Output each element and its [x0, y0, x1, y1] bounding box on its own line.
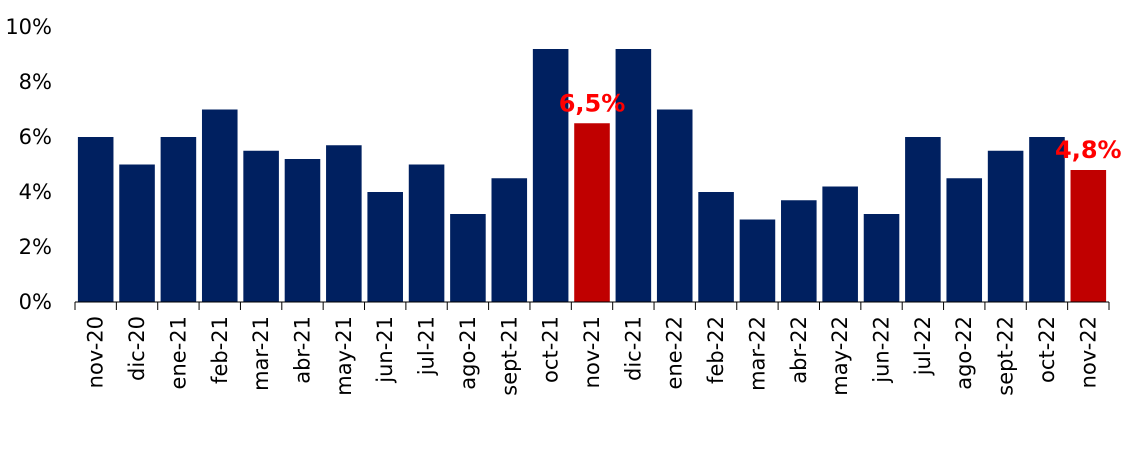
x-tick-label: oct-21 [539, 316, 563, 383]
bar-dic-21 [615, 49, 652, 302]
y-tick-label: 2% [19, 235, 52, 259]
x-tick-label: dic-21 [621, 316, 645, 381]
x-tick-label: oct-22 [1035, 316, 1059, 383]
x-tick-label: ago-21 [456, 316, 480, 390]
data-label-nov-22: 4,8% [1055, 136, 1122, 164]
y-axis-tick-labels: 0% 2% 4% 6% 8% 10% [5, 15, 52, 314]
x-tick-label: may-22 [828, 316, 852, 396]
x-tick-label: feb-21 [208, 316, 232, 384]
bar-oct-22 [1029, 137, 1065, 302]
x-tick-label: jul-22 [911, 316, 935, 376]
x-tick-label: nov-22 [1076, 316, 1100, 388]
x-tick-label: ene-21 [166, 316, 190, 389]
bar-nov-20 [77, 137, 114, 302]
bar-may-21 [326, 145, 362, 302]
x-tick-label: ago-22 [952, 316, 976, 390]
y-tick-label: 6% [19, 125, 52, 149]
bar-ene-22 [656, 109, 693, 302]
bar-sept-22 [987, 150, 1024, 302]
bar-ago-21 [450, 214, 486, 302]
x-tick-label: abr-22 [787, 316, 811, 384]
x-tick-label: mar-22 [745, 316, 769, 391]
data-labels: 6,5% 4,8% [559, 89, 1122, 164]
bar-jul-21 [408, 164, 445, 302]
x-tick-label: may-21 [332, 316, 356, 396]
x-tick-label: feb-22 [704, 316, 728, 384]
bar-dic-20 [119, 164, 155, 302]
bar-feb-21 [201, 109, 238, 302]
x-axis: nov-20 dic-20 ene-21 feb-21 mar-21 abr-21 may-… [74, 301, 1110, 396]
bar-jun-22 [863, 214, 900, 302]
y-tick-label: 4% [19, 180, 52, 204]
bar-abr-22 [781, 200, 817, 302]
bar-mar-22 [739, 219, 776, 302]
bar-nov-21 [574, 123, 610, 302]
bar-jun-21 [367, 192, 403, 302]
y-tick-label: 8% [19, 70, 52, 94]
x-tick-label: mar-21 [249, 316, 273, 391]
bar-feb-22 [698, 192, 734, 302]
bar-mar-21 [243, 150, 279, 302]
x-tick-label: sept-22 [994, 316, 1018, 396]
bar-oct-21 [532, 49, 569, 302]
bar-jul-22 [905, 137, 941, 302]
x-tick-label: jul-21 [415, 316, 439, 376]
bar-ene-21 [160, 137, 197, 302]
y-tick-label: 10% [5, 15, 52, 39]
bar-abr-21 [284, 159, 321, 302]
bar-ago-22 [946, 178, 983, 302]
x-tick-label: abr-21 [290, 316, 314, 384]
bar-sept-21 [491, 178, 528, 302]
x-tick-label: ene-22 [663, 316, 687, 389]
bar-may-22 [822, 186, 858, 302]
bar-nov-22 [1070, 170, 1107, 302]
data-label-nov-21: 6,5% [559, 89, 626, 117]
x-tick-label: nov-21 [580, 316, 604, 388]
y-tick-label: 0% [19, 290, 52, 314]
x-tick-label: dic-20 [125, 316, 149, 381]
x-tick-label: nov-20 [84, 316, 108, 388]
bars [77, 49, 1107, 302]
x-tick-label: sept-21 [497, 316, 521, 396]
x-tick-label: jun-22 [870, 316, 894, 384]
x-tick-label: jun-21 [373, 316, 397, 384]
